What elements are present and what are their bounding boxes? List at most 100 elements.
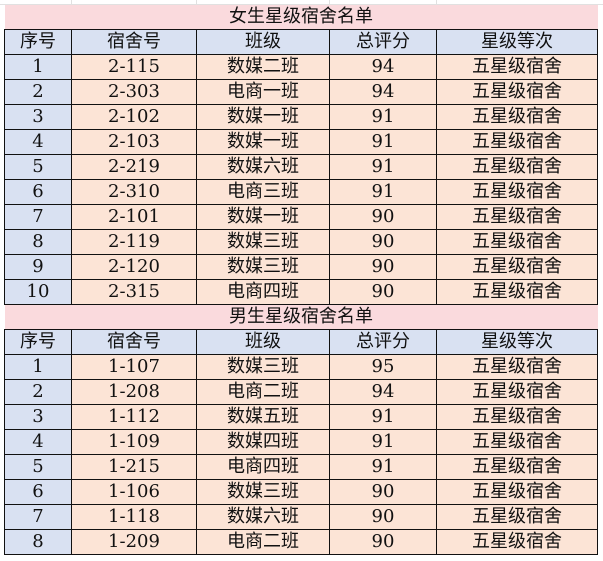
- cell-room[interactable]: 1-215: [71, 454, 197, 480]
- cell-index[interactable]: 2: [4, 79, 72, 105]
- cell-class[interactable]: 电商四班: [196, 279, 330, 305]
- header-cell-score[interactable]: 总评分: [329, 329, 437, 355]
- cell-class[interactable]: 数媒五班: [196, 404, 330, 430]
- cell-score[interactable]: 90: [329, 204, 437, 230]
- cell-class[interactable]: 电商三班: [196, 179, 330, 205]
- cell-room[interactable]: 1-107: [71, 354, 197, 380]
- cell-room[interactable]: 2-119: [71, 229, 197, 255]
- cell-index[interactable]: 6: [4, 479, 72, 505]
- cell-index[interactable]: 2: [4, 379, 72, 405]
- cell-index[interactable]: 5: [4, 454, 72, 480]
- cell-rating[interactable]: 五星级宿舍: [436, 79, 598, 105]
- header-cell-index[interactable]: 序号: [4, 29, 72, 55]
- cell-index[interactable]: 4: [4, 129, 72, 155]
- cell-class[interactable]: 数媒一班: [196, 129, 330, 155]
- cell-class[interactable]: 电商二班: [196, 379, 330, 405]
- cell-rating[interactable]: 五星级宿舍: [436, 354, 598, 380]
- cell-rating[interactable]: 五星级宿舍: [436, 479, 598, 505]
- header-cell-score[interactable]: 总评分: [329, 29, 437, 55]
- header-cell-room[interactable]: 宿舍号: [71, 29, 197, 55]
- cell-index[interactable]: 7: [4, 504, 72, 530]
- cell-score[interactable]: 91: [329, 129, 437, 155]
- cell-rating[interactable]: 五星级宿舍: [436, 454, 598, 480]
- cell-score[interactable]: 95: [329, 354, 437, 380]
- header-cell-rating[interactable]: 星级等次: [436, 29, 598, 55]
- cell-class[interactable]: 数媒二班: [196, 54, 330, 80]
- cell-rating[interactable]: 五星级宿舍: [436, 379, 598, 405]
- cell-rating[interactable]: 五星级宿舍: [436, 279, 598, 305]
- cell-score[interactable]: 91: [329, 154, 437, 180]
- cell-index[interactable]: 10: [4, 279, 72, 305]
- section-title[interactable]: 男生星级宿舍名单: [4, 304, 598, 330]
- cell-room[interactable]: 1-118: [71, 504, 197, 530]
- cell-class[interactable]: 数媒六班: [196, 154, 330, 180]
- cell-index[interactable]: 3: [4, 404, 72, 430]
- header-cell-room[interactable]: 宿舍号: [71, 329, 197, 355]
- cell-index[interactable]: 8: [4, 229, 72, 255]
- cell-class[interactable]: 数媒三班: [196, 229, 330, 255]
- cell-room[interactable]: 1-106: [71, 479, 197, 505]
- cell-score[interactable]: 90: [329, 504, 437, 530]
- cell-rating[interactable]: 五星级宿舍: [436, 404, 598, 430]
- cell-class[interactable]: 数媒三班: [196, 354, 330, 380]
- header-cell-index[interactable]: 序号: [4, 329, 72, 355]
- cell-room[interactable]: 2-103: [71, 129, 197, 155]
- cell-class[interactable]: 电商二班: [196, 529, 330, 555]
- cell-room[interactable]: 2-102: [71, 104, 197, 130]
- cell-score[interactable]: 91: [329, 454, 437, 480]
- cell-index[interactable]: 6: [4, 179, 72, 205]
- section-title[interactable]: 女生星级宿舍名单: [4, 5, 598, 30]
- cell-index[interactable]: 4: [4, 429, 72, 455]
- cell-score[interactable]: 90: [329, 479, 437, 505]
- cell-room[interactable]: 2-101: [71, 204, 197, 230]
- cell-class[interactable]: 数媒一班: [196, 204, 330, 230]
- cell-score[interactable]: 90: [329, 229, 437, 255]
- cell-rating[interactable]: 五星级宿舍: [436, 179, 598, 205]
- cell-score[interactable]: 94: [329, 79, 437, 105]
- cell-class[interactable]: 电商四班: [196, 454, 330, 480]
- header-cell-class[interactable]: 班级: [196, 329, 330, 355]
- cell-room[interactable]: 2-303: [71, 79, 197, 105]
- cell-rating[interactable]: 五星级宿舍: [436, 254, 598, 280]
- cell-score[interactable]: 91: [329, 104, 437, 130]
- cell-score[interactable]: 91: [329, 429, 437, 455]
- cell-score[interactable]: 94: [329, 54, 437, 80]
- cell-room[interactable]: 1-209: [71, 529, 197, 555]
- cell-score[interactable]: 90: [329, 529, 437, 555]
- cell-score[interactable]: 91: [329, 179, 437, 205]
- cell-index[interactable]: 9: [4, 254, 72, 280]
- header-cell-rating[interactable]: 星级等次: [436, 329, 598, 355]
- cell-rating[interactable]: 五星级宿舍: [436, 204, 598, 230]
- cell-class[interactable]: 数媒三班: [196, 254, 330, 280]
- cell-score[interactable]: 94: [329, 379, 437, 405]
- cell-rating[interactable]: 五星级宿舍: [436, 229, 598, 255]
- cell-room[interactable]: 1-109: [71, 429, 197, 455]
- cell-room[interactable]: 1-208: [71, 379, 197, 405]
- cell-index[interactable]: 1: [4, 54, 72, 80]
- cell-rating[interactable]: 五星级宿舍: [436, 529, 598, 555]
- cell-index[interactable]: 1: [4, 354, 72, 380]
- cell-rating[interactable]: 五星级宿舍: [436, 504, 598, 530]
- cell-rating[interactable]: 五星级宿舍: [436, 104, 598, 130]
- cell-rating[interactable]: 五星级宿舍: [436, 129, 598, 155]
- cell-room[interactable]: 2-219: [71, 154, 197, 180]
- cell-room[interactable]: 1-112: [71, 404, 197, 430]
- cell-score[interactable]: 90: [329, 254, 437, 280]
- cell-room[interactable]: 2-310: [71, 179, 197, 205]
- cell-class[interactable]: 电商一班: [196, 79, 330, 105]
- cell-rating[interactable]: 五星级宿舍: [436, 54, 598, 80]
- cell-rating[interactable]: 五星级宿舍: [436, 154, 598, 180]
- cell-score[interactable]: 90: [329, 279, 437, 305]
- cell-index[interactable]: 3: [4, 104, 72, 130]
- cell-class[interactable]: 数媒一班: [196, 104, 330, 130]
- cell-class[interactable]: 数媒四班: [196, 429, 330, 455]
- cell-index[interactable]: 8: [4, 529, 72, 555]
- cell-class[interactable]: 数媒六班: [196, 504, 330, 530]
- cell-room[interactable]: 2-115: [71, 54, 197, 80]
- cell-class[interactable]: 数媒三班: [196, 479, 330, 505]
- cell-room[interactable]: 2-120: [71, 254, 197, 280]
- header-cell-class[interactable]: 班级: [196, 29, 330, 55]
- cell-index[interactable]: 7: [4, 204, 72, 230]
- cell-index[interactable]: 5: [4, 154, 72, 180]
- cell-rating[interactable]: 五星级宿舍: [436, 429, 598, 455]
